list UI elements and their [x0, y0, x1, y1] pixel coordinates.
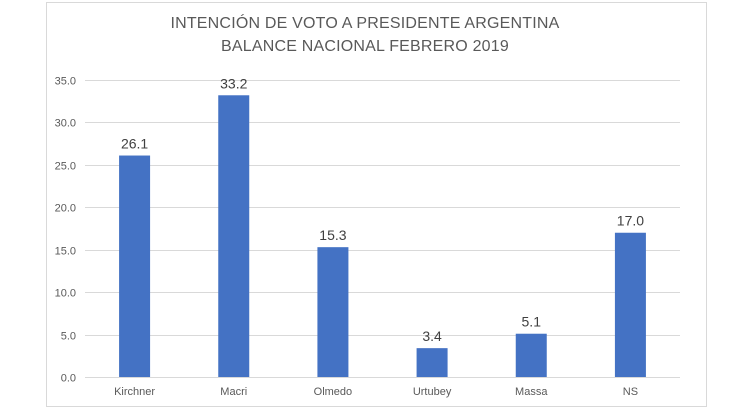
bar-massa	[515, 333, 547, 377]
data-label: 3.4	[422, 328, 442, 344]
data-label: 5.1	[522, 314, 542, 330]
x-tick-label: Olmedo	[314, 386, 353, 398]
y-tick-label: 15.0	[55, 246, 76, 258]
x-tick-label: Kirchner	[114, 386, 155, 398]
y-tick-label: 30.0	[55, 118, 76, 130]
y-tick-label: 35.0	[55, 76, 76, 88]
chart-subtitle: BALANCE NACIONAL FEBRERO 2019	[221, 38, 509, 55]
chart-frame	[46, 2, 707, 407]
bar-olmedo	[317, 247, 349, 377]
data-label: 17.0	[617, 213, 644, 229]
x-tick-label: Macri	[220, 386, 247, 398]
y-tick-label: 20.0	[55, 203, 76, 215]
bar-macri	[218, 95, 250, 377]
x-tick-label: Urtubey	[413, 386, 452, 398]
y-tick-label: 5.0	[61, 331, 76, 343]
x-tick-label: Massa	[515, 386, 548, 398]
bar-ns	[614, 232, 646, 377]
y-tick-label: 0.0	[61, 373, 76, 385]
bar-kirchner	[119, 155, 151, 377]
data-label: 33.2	[220, 75, 247, 91]
y-tick-label: 25.0	[55, 161, 76, 173]
data-label: 26.1	[121, 136, 148, 152]
y-tick-label: 10.0	[55, 288, 76, 300]
x-tick-label: NS	[623, 386, 638, 398]
data-label: 15.3	[319, 227, 346, 243]
bar-urtubey	[416, 348, 448, 377]
chart-title: INTENCIÓN DE VOTO A PRESIDENTE ARGENTINA	[170, 15, 560, 32]
